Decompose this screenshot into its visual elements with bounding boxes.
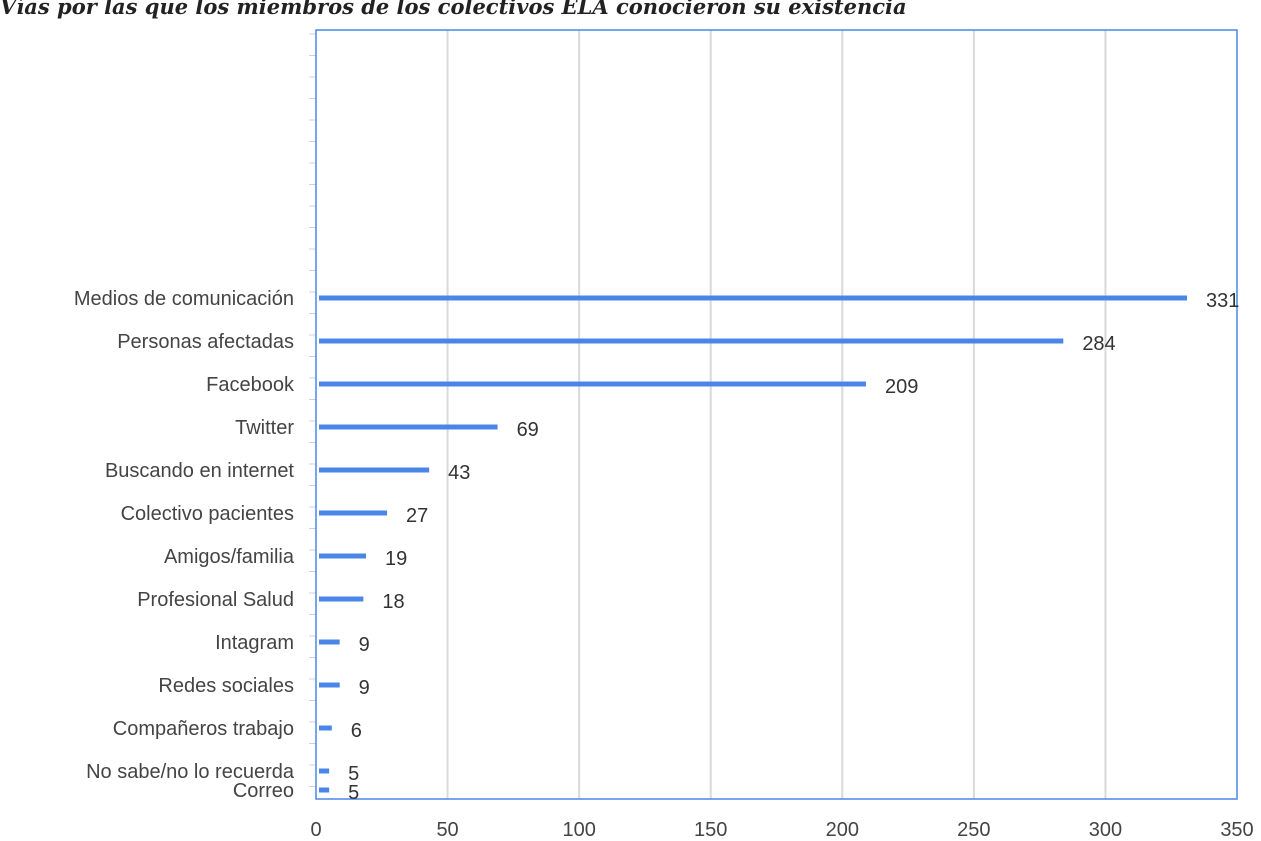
category-labels: Medios de comunicación Personas afectadas… (74, 288, 295, 802)
x-tick-label: 0 (310, 819, 321, 841)
bar-3 (319, 381, 866, 387)
plot-border (315, 29, 1238, 800)
x-tick-label: 200 (826, 819, 859, 841)
category-label: Correo (233, 780, 294, 802)
y-axis-minor-ticks (309, 33, 316, 787)
category-label: Compañeros trabajo (113, 718, 294, 740)
category-label: Personas afectadas (117, 331, 294, 353)
bar-7 (319, 553, 366, 559)
category-label: Facebook (206, 374, 295, 396)
plot-frame (315, 29, 1238, 800)
data-label: 43 (448, 462, 470, 484)
bar-5 (319, 467, 430, 473)
bar-9 (319, 639, 340, 645)
category-label: Buscando en internet (105, 460, 294, 482)
bar-6 (319, 510, 388, 516)
gridlines (446, 30, 1107, 799)
data-label: 5 (348, 763, 359, 785)
category-label: Medios de comunicación (74, 288, 294, 310)
x-tick-label: 350 (1220, 819, 1253, 841)
category-label: Intagram (215, 632, 294, 654)
bar-1 (319, 295, 1188, 301)
data-label: 331 (1206, 290, 1239, 312)
category-label: Colectivo pacientes (121, 503, 294, 525)
x-tick-label: 150 (694, 819, 727, 841)
data-label: 6 (351, 720, 362, 742)
data-label: 19 (385, 548, 407, 570)
x-tick-label: 300 (1089, 819, 1122, 841)
category-label: Amigos/familia (164, 546, 295, 568)
x-tick-label: 50 (436, 819, 458, 841)
category-label: Redes sociales (158, 675, 294, 697)
x-tick-label: 100 (562, 819, 595, 841)
bar-8 (319, 596, 364, 602)
bar-12 (319, 768, 330, 774)
data-label: 27 (406, 505, 428, 527)
data-label: 9 (359, 677, 370, 699)
bar-13 (319, 787, 330, 793)
bar-2 (319, 338, 1064, 344)
data-label: 209 (885, 376, 918, 398)
bar-10 (319, 682, 340, 688)
data-label: 18 (382, 591, 404, 613)
data-label: 9 (359, 634, 370, 656)
data-label: 69 (517, 419, 539, 441)
chart-title: Vías por las que los miembros de los col… (0, 0, 907, 19)
bar-11 (319, 725, 332, 731)
bar-4 (319, 424, 498, 430)
x-axis-tick-labels: 0 50 100 150 200 250 300 350 (310, 819, 1253, 841)
category-label: Profesional Salud (137, 589, 294, 611)
x-tick-label: 250 (957, 819, 990, 841)
category-label: Twitter (235, 417, 294, 439)
data-label: 5 (348, 782, 359, 804)
data-label: 284 (1082, 333, 1115, 355)
data-labels: 331 284 209 69 43 27 19 18 9 9 6 55 (348, 290, 1239, 804)
bars (319, 295, 1188, 793)
category-label: No sabe/no lo recuerda (86, 761, 295, 783)
